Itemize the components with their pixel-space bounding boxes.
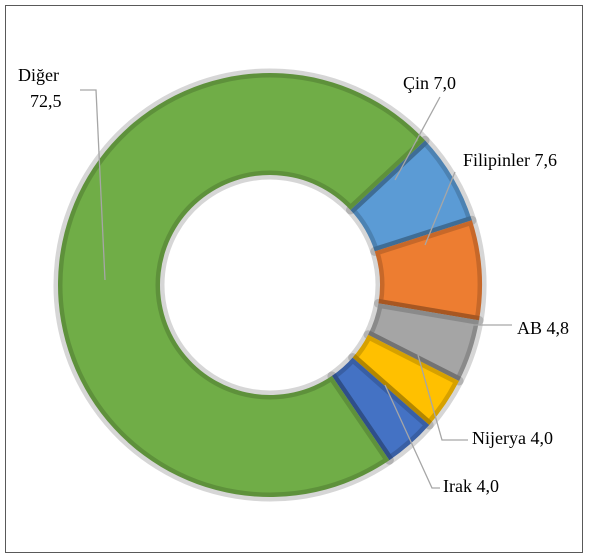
slice-border (345, 135, 477, 256)
slice (57, 73, 426, 498)
data-label-name: Nijerya (472, 428, 526, 448)
data-label-value: 72,5 (30, 91, 62, 111)
data-label: Filipinler 7,6 (463, 150, 557, 170)
slice (350, 140, 472, 252)
slice (331, 357, 430, 461)
data-label: AB 4,8 (517, 318, 569, 338)
data-label-name: Çin (403, 73, 429, 93)
slice-border (348, 330, 464, 430)
data-label: Irak 4,0 (443, 476, 499, 496)
leader-line (80, 89, 106, 281)
data-label: Çin 7,0 (403, 73, 456, 93)
data-label-name: Irak (443, 476, 472, 496)
slice (368, 303, 480, 381)
leader-line (424, 171, 456, 246)
leader-line (394, 96, 441, 181)
data-label-name: Diğer (18, 65, 59, 85)
data-label-name: AB (517, 318, 542, 338)
data-label-value: 7,6 (535, 150, 558, 170)
data-label: Nijerya 4,0 (472, 428, 553, 448)
data-label-value: 4,8 (547, 318, 570, 338)
leader-line (384, 384, 440, 489)
slice (352, 334, 460, 425)
data-label-value: 7,0 (434, 73, 457, 93)
data-label-value: 4,0 (476, 476, 499, 496)
slice (374, 220, 483, 321)
data-label-name: Filipinler (463, 150, 530, 170)
leader-line (417, 354, 468, 441)
data-label-value: 4,0 (530, 428, 553, 448)
slice-border (53, 68, 430, 502)
